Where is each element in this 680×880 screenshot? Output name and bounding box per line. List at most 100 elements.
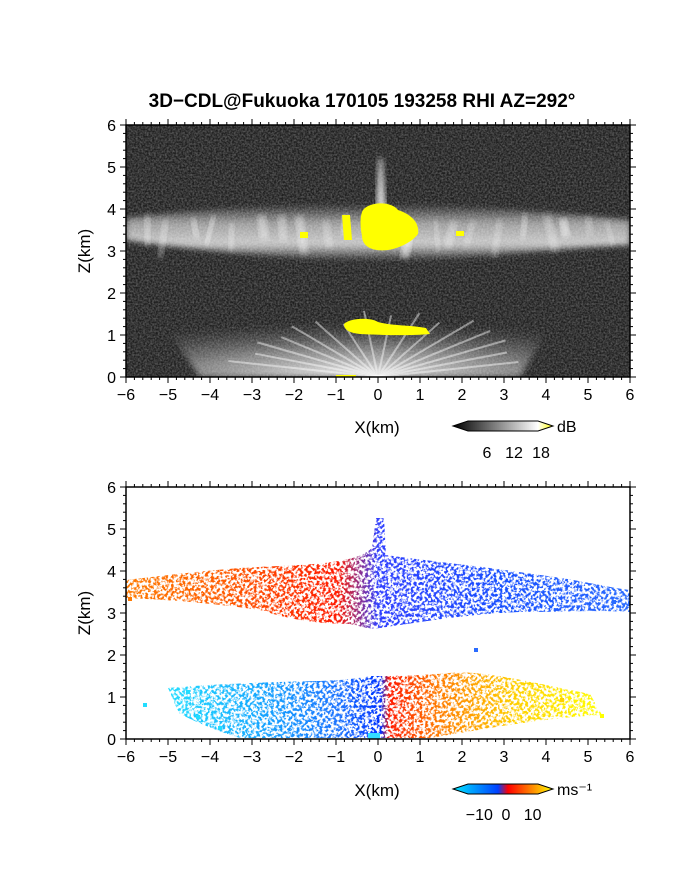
y-tick-label: 0 (107, 732, 116, 749)
top-x-axis-label: X(km) (354, 418, 399, 437)
colorbar-ticks-velocity: −10 0 10 (466, 807, 542, 824)
x-tick-label: 6 (626, 387, 635, 404)
x-tick-label: 6 (626, 749, 635, 766)
x-tick-label: 4 (542, 749, 551, 766)
fan-ray (342, 323, 379, 377)
colorbar-unit-velocity: ms⁻¹ (557, 782, 592, 799)
x-tick-label: −1 (327, 387, 345, 404)
x-tick-label: 2 (458, 749, 467, 766)
y-tick-label: 3 (107, 244, 116, 261)
top-y-axis-label: Z(km) (75, 229, 94, 273)
bottom-x-axis-label: X(km) (354, 781, 399, 800)
y-tick-label: 2 (107, 286, 116, 303)
backscatter-colorbar: dB 6 12 18 (451, 419, 577, 462)
cloud-streak (490, 219, 503, 258)
x-tick-label: −4 (201, 749, 219, 766)
cloud-streak (558, 217, 571, 238)
y-tick-label: 4 (107, 564, 116, 581)
cloud-streak (542, 214, 560, 253)
plume-backscatter (376, 158, 386, 210)
velocity-colorbar: ms⁻¹ −10 0 10 (451, 782, 592, 824)
velocity-pixel (628, 602, 630, 606)
fan-ray (377, 351, 508, 377)
velocity-pixel (560, 698, 564, 702)
fan-ray (377, 329, 491, 377)
x-tick-label: −4 (201, 387, 219, 404)
colorbar-tick-label: 12 (505, 445, 523, 462)
cloud-streak (228, 223, 235, 252)
velocity-pixel (474, 648, 478, 652)
cloud-streak (322, 220, 334, 249)
fan-ray (291, 325, 379, 377)
x-tick-label: −3 (243, 749, 261, 766)
x-tick-label: 1 (416, 749, 425, 766)
x-tick-label: −3 (243, 387, 261, 404)
fan-ray (377, 321, 441, 377)
cloud-streak (277, 214, 288, 241)
bottom-y-axis-label: Z(km) (75, 591, 94, 635)
bottom-y-axis: 0 1 2 3 4 5 6 (107, 480, 636, 749)
colorbar-tick-label: 6 (483, 445, 492, 462)
x-tick-label: 0 (374, 387, 383, 404)
x-tick-label: 5 (584, 749, 593, 766)
x-tick-label: 3 (500, 749, 509, 766)
cloud-streak (144, 215, 151, 246)
y-tick-label: 1 (107, 690, 116, 707)
colorbar-tick-label: −10 (466, 807, 493, 824)
x-tick-label: 5 (584, 387, 593, 404)
colorbar-tick-label: 18 (532, 445, 550, 462)
cloud-streak (204, 215, 216, 245)
velocity-pixel (196, 715, 200, 719)
y-tick-label: 3 (107, 606, 116, 623)
x-tick-label: 0 (374, 749, 383, 766)
fan-ray (377, 339, 506, 377)
cloud-streak (433, 219, 440, 252)
fan-ray (377, 319, 475, 377)
x-tick-label: 2 (458, 387, 467, 404)
x-tick-label: −2 (285, 387, 303, 404)
y-tick-label: 4 (107, 202, 116, 219)
x-tick-label: −5 (159, 749, 177, 766)
fan-ray (280, 336, 379, 377)
x-tick-label: −6 (117, 387, 135, 404)
fan-ray (377, 312, 421, 377)
fan-ray (377, 360, 519, 377)
y-tick-label: 6 (107, 480, 116, 497)
y-tick-label: 2 (107, 648, 116, 665)
y-tick-label: 5 (107, 522, 116, 539)
high-backscatter-regions (300, 203, 464, 377)
velocity-scatter (128, 597, 630, 730)
cloud-streak (190, 218, 200, 239)
fan-ray (257, 341, 379, 377)
colorbar-tick-label: 0 (502, 807, 511, 824)
fan-ray (228, 359, 379, 377)
x-tick-label: 1 (416, 387, 425, 404)
velocity-pixel (143, 703, 147, 707)
x-tick-label: −5 (159, 387, 177, 404)
bottom-x-axis: −6 −5 −4 −3 −2 −1 0 1 2 3 4 5 6 (117, 481, 635, 766)
x-tick-label: −6 (117, 749, 135, 766)
velocity-pixel (600, 714, 604, 718)
y-tick-label: 5 (107, 160, 116, 177)
colorbar-tick-label: 10 (524, 807, 542, 824)
ground-fan-backscatter (168, 316, 546, 377)
top-x-axis: −6 −5 −4 −3 −2 −1 0 1 2 3 4 5 6 (117, 119, 635, 404)
velocity-pixel (218, 726, 222, 730)
x-tick-label: 4 (542, 387, 551, 404)
velocity-pixel (186, 690, 190, 694)
low-layer-velocity (168, 672, 602, 738)
y-tick-label: 6 (107, 118, 116, 135)
fan-ray (314, 320, 379, 377)
cloud-streak (157, 219, 169, 258)
colorbar-unit-db: dB (557, 419, 577, 436)
x-tick-label: 3 (500, 387, 509, 404)
y-tick-label: 0 (107, 370, 116, 387)
cloud-streak (463, 219, 477, 247)
cloud-streak (584, 216, 593, 236)
ground-velocity-patch (368, 733, 380, 739)
x-tick-label: −1 (327, 749, 345, 766)
cloud-streak (520, 214, 528, 239)
